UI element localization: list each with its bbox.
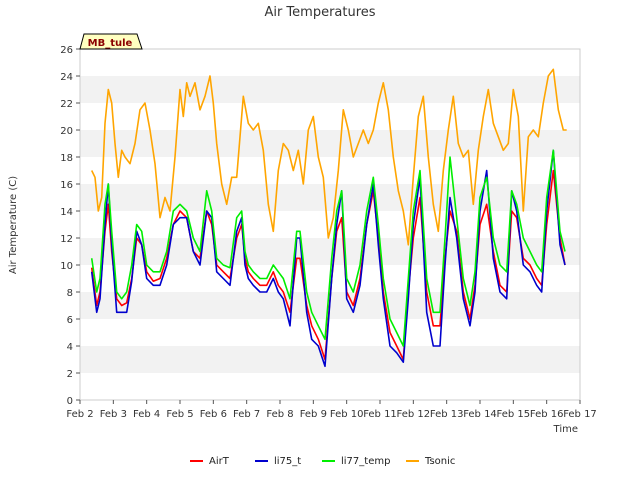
y-tick-label: 10: [60, 261, 73, 272]
x-tick-label: Feb 15: [497, 409, 531, 420]
grid-band: [80, 130, 580, 157]
y-tick-label: 24: [60, 72, 73, 83]
grid-band: [80, 238, 580, 265]
y-tick-label: 8: [67, 288, 73, 299]
grid-band: [80, 319, 580, 346]
site-badge-label: MB_tule: [88, 38, 133, 49]
legend-label: Tsonic: [424, 456, 455, 467]
y-tick-label: 4: [67, 342, 73, 353]
x-tick-label: Feb 3: [100, 409, 127, 420]
y-tick-label: 16: [60, 180, 73, 191]
grid-bands: [80, 49, 580, 400]
series-line-li77-temp: [90, 149, 566, 347]
y-tick-label: 6: [67, 315, 73, 326]
series-line-airt: [90, 169, 566, 361]
legend-label: li77_temp: [341, 456, 390, 467]
y-tick-label: 12: [60, 234, 73, 245]
y-tick-label: 2: [67, 369, 73, 380]
x-tick-label: Feb 5: [166, 409, 193, 420]
x-tick-label: Feb 6: [200, 409, 227, 420]
legend-label: AirT: [209, 456, 230, 467]
grid-band: [80, 157, 580, 184]
x-axis-ticks: Feb 2 Feb 3 Feb 4 Feb 5 Feb 6 Feb 7 Feb 8 Feb 9…: [66, 400, 597, 420]
legend-label: li75_t: [274, 456, 301, 467]
x-tick-label: Feb 2: [66, 409, 93, 420]
chart-title: Air Temperatures: [264, 5, 375, 20]
x-tick-label: Feb 9: [300, 409, 327, 420]
x-tick-label: Feb 17: [563, 409, 597, 420]
x-tick-label: Feb 11: [363, 409, 397, 420]
series-lines: [90, 68, 567, 368]
grid-band: [80, 103, 580, 130]
grid-band: [80, 49, 580, 76]
site-badge: MB_tule: [79, 33, 143, 50]
x-tick-label: Feb 8: [266, 409, 293, 420]
grid-band: [80, 373, 580, 400]
series-line-li75-t: [90, 149, 566, 368]
plot-area-frame: [79, 48, 581, 401]
x-tick-label: Feb 16: [530, 409, 564, 420]
grid-band: [80, 76, 580, 103]
y-tick-label: 0: [67, 396, 73, 407]
y-tick-label: 22: [60, 99, 73, 110]
x-tick-label: Feb 7: [233, 409, 260, 420]
y-tick-label: 26: [60, 45, 73, 56]
x-tick-label: Feb 4: [133, 409, 160, 420]
x-tick-label: Feb 13: [430, 409, 464, 420]
grid-band: [80, 184, 580, 211]
series-line-tsonic: [90, 68, 567, 246]
grid-band: [80, 346, 580, 373]
y-axis-label: Air Temperature (C): [8, 176, 19, 274]
y-tick-label: 18: [60, 153, 73, 164]
x-tick-label: Feb 10: [330, 409, 364, 420]
legend: AirT li75_t li77_temp Tsonic: [190, 456, 455, 467]
y-tick-label: 14: [60, 207, 73, 218]
x-tick-label: Feb 14: [463, 409, 497, 420]
y-tick-label: 20: [60, 126, 73, 137]
x-axis-label: Time: [553, 424, 578, 435]
x-tick-label: Feb 12: [397, 409, 431, 420]
